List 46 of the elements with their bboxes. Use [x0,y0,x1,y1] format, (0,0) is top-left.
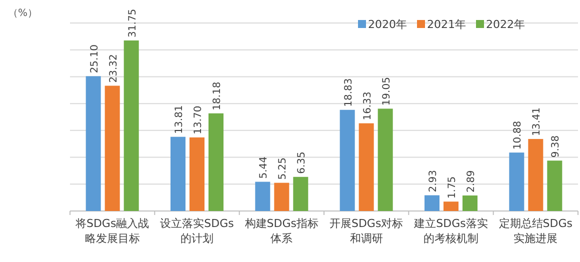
legend-label: 2022年 [486,18,525,31]
data-label: 1.75 [447,176,458,199]
data-label: 13.41 [532,107,543,136]
bar [170,136,186,211]
bar [358,123,374,211]
data-label: 25.10 [89,44,100,74]
data-label: 13.81 [174,105,185,134]
legend-label: 2021年 [427,18,466,31]
data-label: 31.75 [127,8,138,38]
data-label: 9.38 [550,135,562,158]
bar [124,40,139,211]
bar [547,160,562,211]
bar [378,108,393,211]
data-label: 5.25 [278,158,289,180]
bar [104,86,120,211]
y-axis-title: （%） [8,8,38,19]
bar [462,195,478,211]
data-label: 6.35 [296,152,308,174]
data-label: 10.88 [512,120,524,150]
data-label: 18.83 [343,78,354,107]
data-label: 23.32 [108,54,120,83]
bar [255,182,270,211]
bar [190,137,204,211]
x-tick-label: 将SDGs融入战略发展目标 [74,217,150,245]
bar [293,176,308,211]
bar [509,152,524,211]
bar [274,182,290,211]
bar [208,113,224,211]
x-tick-label: 开展SDGs对标和调研 [329,217,404,245]
data-label: 16.33 [362,92,374,120]
bar [340,110,355,211]
data-label: 5.44 [258,156,270,179]
x-tick-label: 设立落实SDGs的计划 [160,217,234,245]
data-label: 2.93 [428,170,439,192]
data-label: 18.18 [212,82,223,110]
bar [424,195,440,211]
x-tick-label: 建立SDGs落实的考核机制 [413,217,488,245]
bar [444,202,458,211]
x-tick-label: 定期总结SDGs实施进展 [498,217,573,245]
bar [86,76,101,211]
data-label: 2.89 [466,170,477,192]
legend-label: 2020年 [368,18,407,31]
data-label: 13.70 [193,106,204,134]
x-tick-label: 构建SDGs指标体系 [244,217,319,245]
data-label: 19.05 [381,77,392,106]
bar [528,138,544,211]
